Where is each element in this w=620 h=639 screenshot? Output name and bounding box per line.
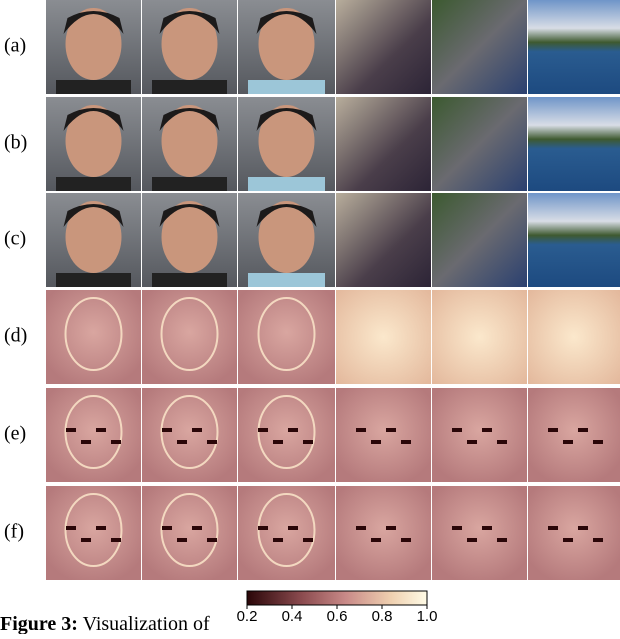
- row-label: (e): [4, 423, 26, 445]
- dark-spot: [273, 440, 283, 444]
- dark-spot: [96, 526, 106, 530]
- shirt: [248, 273, 325, 287]
- dark-spot: [177, 538, 187, 542]
- dark-spot: [258, 428, 268, 432]
- dark-spot: [303, 538, 313, 542]
- image-cell: [432, 97, 527, 191]
- dark-spot: [452, 526, 462, 530]
- colorbar-tick-label: 1.0: [417, 608, 438, 625]
- image-cell: [432, 193, 527, 287]
- dark-spot: [401, 440, 411, 444]
- shirt: [248, 80, 325, 94]
- dark-spot: [356, 428, 366, 432]
- image-cell: [432, 486, 527, 580]
- dark-spot: [111, 538, 121, 542]
- shirt: [152, 80, 227, 94]
- colorbar: [247, 591, 427, 605]
- dark-spot: [386, 526, 396, 530]
- image-cell: [528, 97, 620, 191]
- shirt: [248, 177, 325, 191]
- dark-spot: [96, 428, 106, 432]
- image-cell: [528, 0, 620, 94]
- dark-spot: [563, 440, 573, 444]
- dark-spot: [356, 526, 366, 530]
- dark-spot: [81, 538, 91, 542]
- row-label: (f): [4, 521, 24, 543]
- dark-spot: [371, 440, 381, 444]
- row-label: (d): [4, 325, 27, 347]
- image-grid: (a) (b) (c) (d) (e) (f): [4, 0, 620, 580]
- image-cell: [336, 193, 431, 287]
- dark-spot: [593, 440, 603, 444]
- dark-spot: [386, 428, 396, 432]
- dark-spot: [548, 526, 558, 530]
- dark-spot: [467, 440, 477, 444]
- image-cell: [336, 388, 431, 482]
- dark-spot: [371, 538, 381, 542]
- dark-spot: [482, 526, 492, 530]
- dark-spot: [578, 526, 588, 530]
- dark-spot: [467, 538, 477, 542]
- shirt: [56, 80, 131, 94]
- image-cell: [432, 290, 527, 384]
- dark-spot: [207, 440, 217, 444]
- dark-spot: [593, 538, 603, 542]
- caption-label: Figure 3:: [0, 613, 78, 634]
- dark-spot: [66, 526, 76, 530]
- dark-spot: [303, 440, 313, 444]
- image-cell: [432, 388, 527, 482]
- shirt: [152, 177, 227, 191]
- dark-spot: [288, 526, 298, 530]
- figure: (a) (b) (c) (d) (e) (f) Figure 3: Visualizati…: [0, 0, 620, 634]
- dark-spot: [563, 538, 573, 542]
- image-cell: [336, 97, 431, 191]
- colorbar-tick-label: 0.2: [237, 608, 258, 625]
- dark-spot: [177, 440, 187, 444]
- row-label: (a): [4, 35, 26, 57]
- dark-spot: [81, 440, 91, 444]
- colorbar-tick-label: 0.6: [327, 608, 348, 625]
- caption-text: Visualization of: [83, 613, 210, 634]
- dark-spot: [482, 428, 492, 432]
- dark-spot: [548, 428, 558, 432]
- dark-spot: [452, 428, 462, 432]
- row-label: (c): [4, 228, 26, 250]
- shirt: [152, 273, 227, 287]
- image-cell: [336, 290, 431, 384]
- image-cell: [336, 0, 431, 94]
- image-cell: [528, 486, 620, 580]
- dark-spot: [162, 526, 172, 530]
- image-cell: [432, 0, 527, 94]
- colorbar-tick-label: 0.4: [282, 608, 303, 625]
- image-cell: [528, 388, 620, 482]
- dark-spot: [497, 440, 507, 444]
- image-cell: [528, 193, 620, 287]
- dark-spot: [66, 428, 76, 432]
- dark-spot: [192, 428, 202, 432]
- shirt: [56, 177, 131, 191]
- image-cell: [336, 486, 431, 580]
- dark-spot: [401, 538, 411, 542]
- colorbar-tick-label: 0.8: [372, 608, 393, 625]
- caption: Figure 3: Visualization of: [0, 613, 210, 634]
- dark-spot: [578, 428, 588, 432]
- shirt: [56, 273, 131, 287]
- dark-spot: [258, 526, 268, 530]
- dark-spot: [497, 538, 507, 542]
- dark-spot: [111, 440, 121, 444]
- dark-spot: [207, 538, 217, 542]
- dark-spot: [288, 428, 298, 432]
- row-label: (b): [4, 132, 27, 154]
- image-cell: [528, 290, 620, 384]
- dark-spot: [273, 538, 283, 542]
- dark-spot: [162, 428, 172, 432]
- dark-spot: [192, 526, 202, 530]
